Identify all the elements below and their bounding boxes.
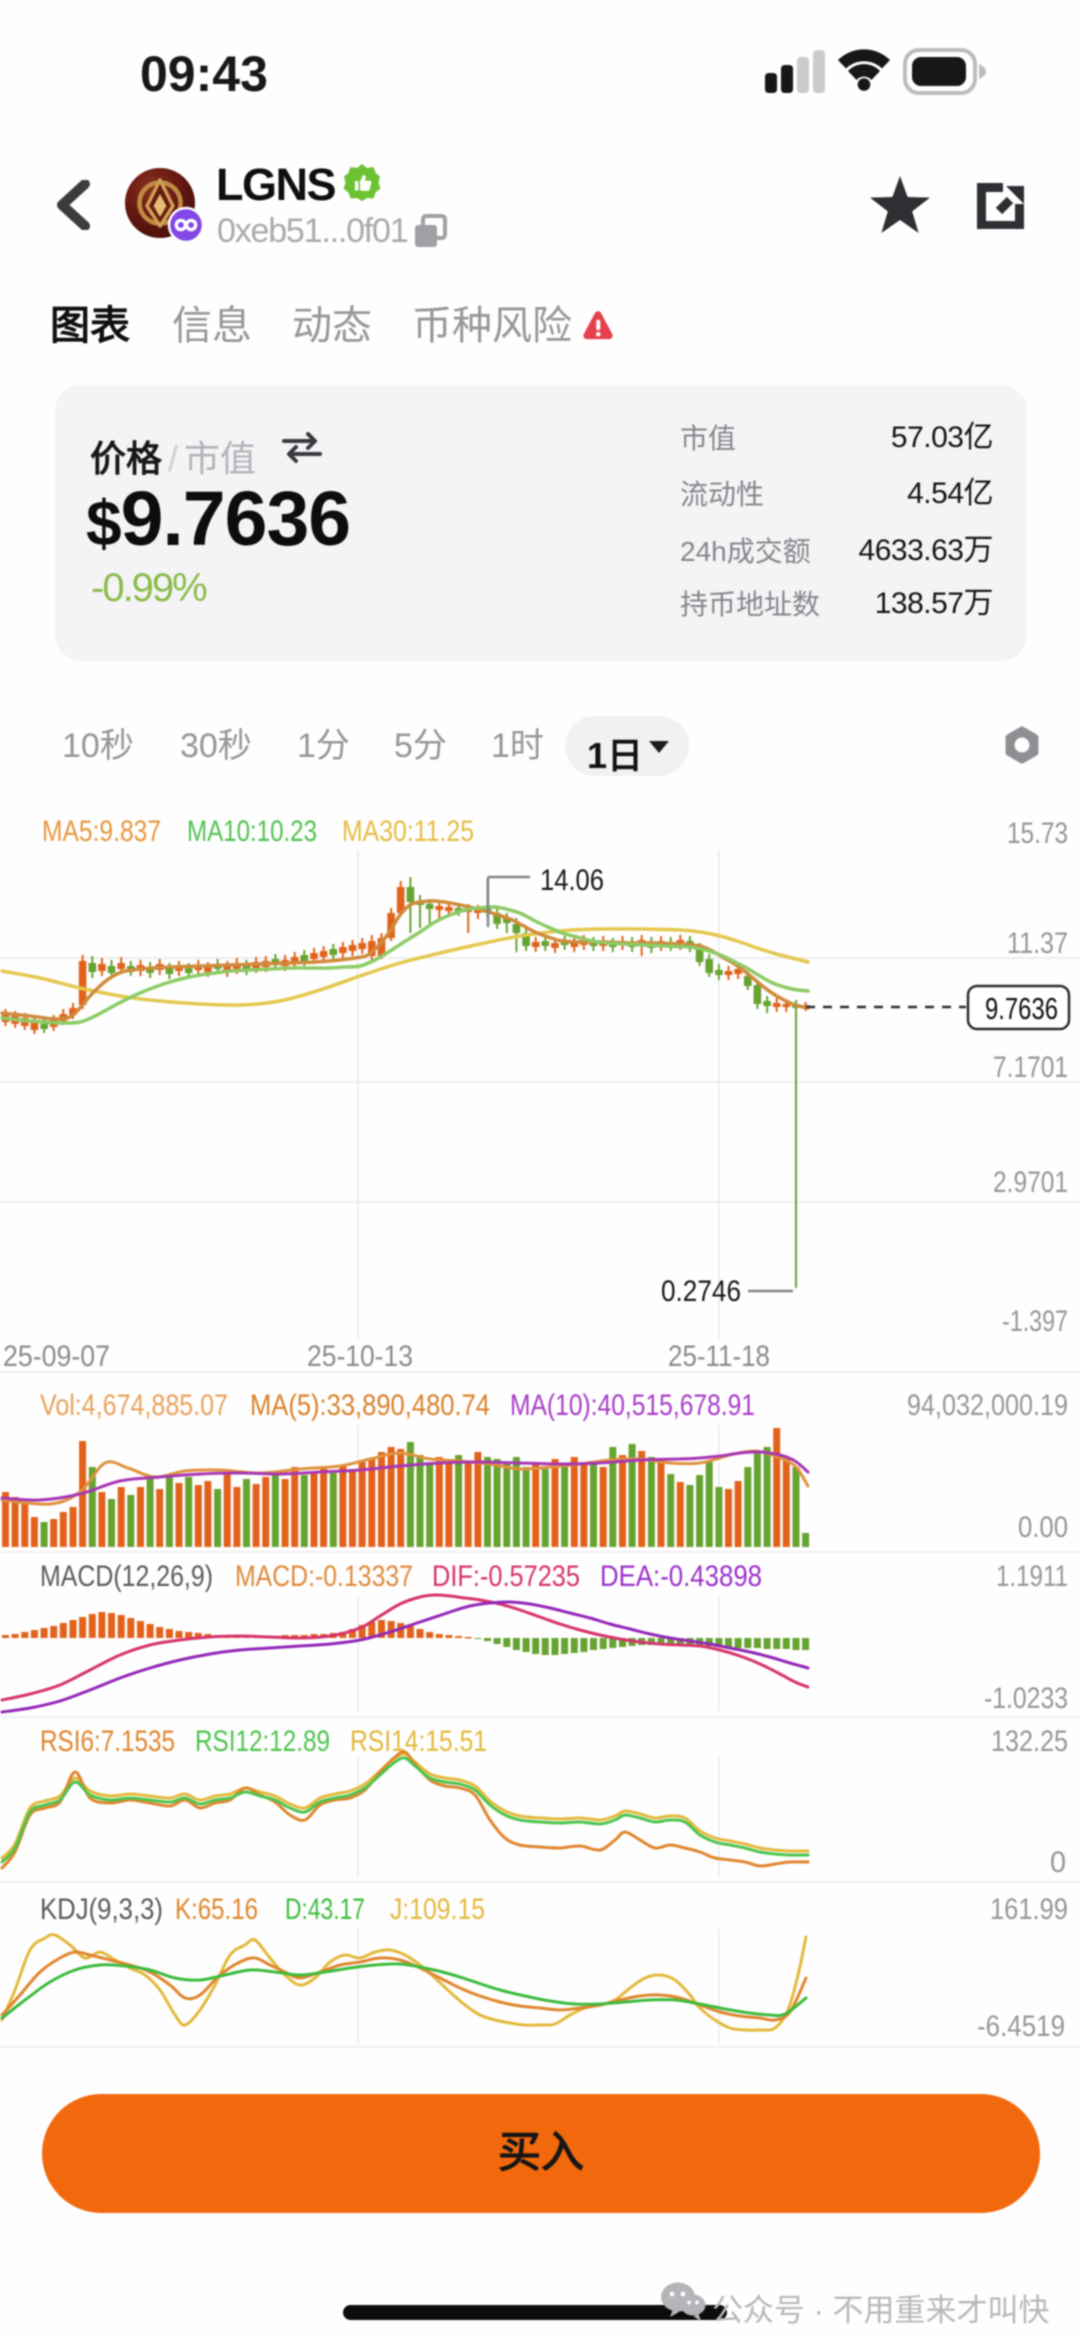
svg-text:11.37: 11.37 (1007, 927, 1068, 960)
svg-text:132.25: 132.25 (991, 1725, 1068, 1758)
svg-text:25-11-18: 25-11-18 (668, 1340, 770, 1373)
svg-text:-1.0233: -1.0233 (984, 1682, 1068, 1715)
svg-text:DIF:-0.57235: DIF:-0.57235 (432, 1560, 580, 1593)
svg-text:15.73: 15.73 (1007, 817, 1068, 850)
svg-text:MA30:11.25: MA30:11.25 (342, 815, 474, 848)
svg-text:KDJ(9,3,3): KDJ(9,3,3) (40, 1893, 163, 1926)
svg-text:MA(10):40,515,678.91: MA(10):40,515,678.91 (510, 1389, 755, 1422)
svg-text:RSI12:12.89: RSI12:12.89 (195, 1725, 330, 1758)
svg-text:2.9701: 2.9701 (993, 1166, 1068, 1199)
svg-text:25-10-13: 25-10-13 (307, 1340, 413, 1373)
svg-text:J:109.15: J:109.15 (390, 1893, 485, 1926)
svg-text:-6.4519: -6.4519 (977, 2010, 1065, 2043)
svg-text:Vol:4,674,885.07: Vol:4,674,885.07 (40, 1389, 228, 1422)
svg-text:94,032,000.19: 94,032,000.19 (907, 1389, 1068, 1422)
svg-text:MACD:-0.13337: MACD:-0.13337 (235, 1560, 413, 1593)
svg-text:D:43.17: D:43.17 (285, 1893, 365, 1926)
svg-text:RSI6:7.1535: RSI6:7.1535 (40, 1725, 175, 1758)
svg-text:25-09-07: 25-09-07 (3, 1340, 110, 1373)
svg-text:7.1701: 7.1701 (993, 1051, 1068, 1084)
svg-text:MA10:10.23: MA10:10.23 (187, 815, 317, 848)
svg-text:MA(5):33,890,480.74: MA(5):33,890,480.74 (250, 1389, 490, 1422)
svg-text:1.1911: 1.1911 (996, 1560, 1068, 1593)
svg-text:K:65.16: K:65.16 (175, 1893, 258, 1926)
svg-text:MACD(12,26,9): MACD(12,26,9) (40, 1560, 213, 1593)
svg-text:DEA:-0.43898: DEA:-0.43898 (600, 1560, 762, 1593)
svg-text:-1.397: -1.397 (1002, 1305, 1068, 1338)
svg-text:RSI14:15.51: RSI14:15.51 (350, 1725, 487, 1758)
svg-text:MA5:9.837: MA5:9.837 (42, 815, 161, 848)
svg-text:9.7636: 9.7636 (985, 991, 1058, 1026)
svg-text:0: 0 (1050, 1846, 1066, 1879)
svg-text:14.06: 14.06 (540, 864, 604, 897)
svg-text:0.2746: 0.2746 (661, 1275, 741, 1308)
svg-text:0.00: 0.00 (1018, 1511, 1068, 1544)
svg-text:161.99: 161.99 (990, 1893, 1068, 1926)
